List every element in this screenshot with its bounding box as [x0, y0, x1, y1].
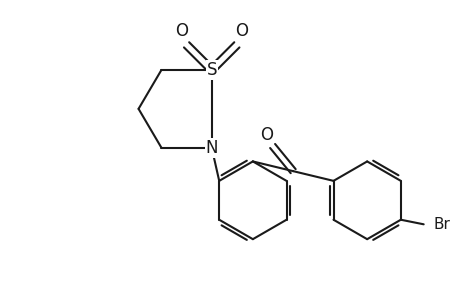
- Text: O: O: [260, 126, 273, 144]
- Text: O: O: [175, 22, 188, 40]
- Text: S: S: [206, 61, 217, 79]
- Text: N: N: [205, 139, 218, 157]
- Text: Br: Br: [433, 217, 450, 232]
- Text: O: O: [235, 22, 247, 40]
